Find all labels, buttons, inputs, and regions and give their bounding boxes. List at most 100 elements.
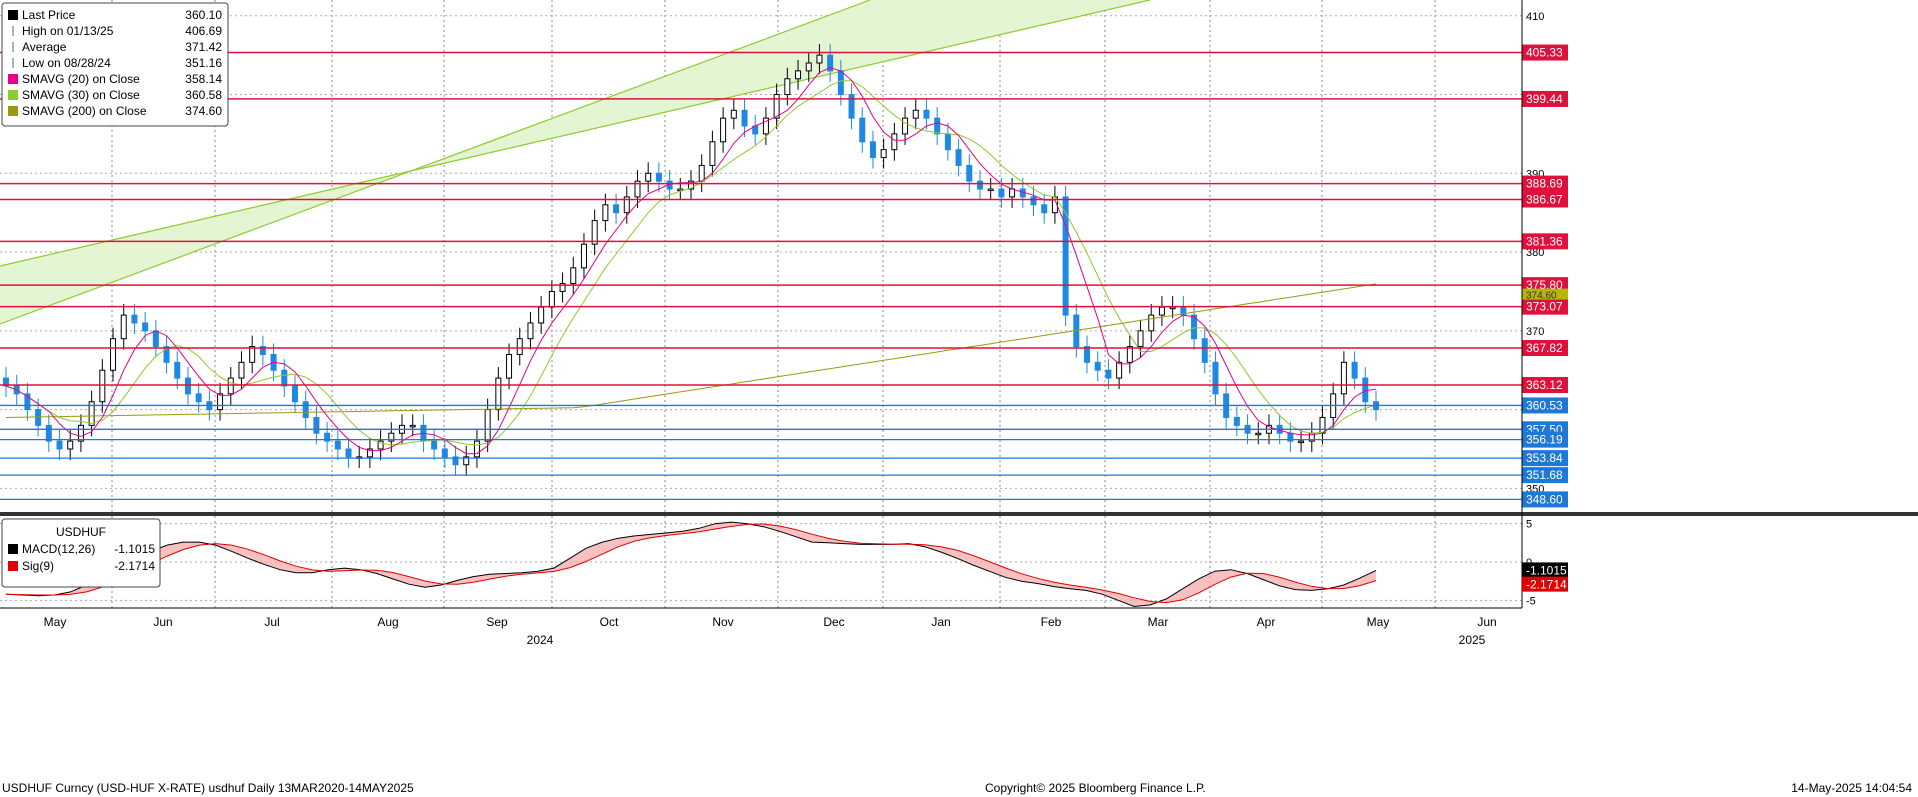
x-year-label: 2025 bbox=[1459, 633, 1486, 647]
candle-body bbox=[313, 416, 320, 434]
x-month-label: Jul bbox=[264, 615, 279, 629]
candle-body bbox=[570, 267, 577, 285]
legend-value: 371.42 bbox=[185, 40, 222, 54]
candle-body bbox=[302, 401, 309, 418]
legend-label: SMAVG (30) on Close bbox=[22, 88, 140, 102]
candle-body bbox=[249, 346, 256, 363]
candle-body bbox=[1084, 346, 1091, 363]
candle-body bbox=[859, 117, 866, 143]
candle-body bbox=[377, 440, 384, 450]
candle-body bbox=[527, 322, 534, 340]
candle-body bbox=[1212, 361, 1219, 395]
candle-body bbox=[259, 346, 266, 355]
macd-legend-swatch bbox=[8, 561, 18, 571]
candle-body bbox=[580, 243, 587, 269]
channel-lower-line bbox=[0, 0, 871, 325]
candle-body bbox=[827, 54, 834, 72]
y-tick-label: 410 bbox=[1526, 11, 1544, 23]
candle-body bbox=[891, 133, 898, 151]
candle-body bbox=[730, 109, 737, 119]
candle-body bbox=[805, 62, 812, 72]
candle-body bbox=[506, 353, 513, 379]
macd-value-tag-label: -1.1015 bbox=[1526, 563, 1567, 577]
legend-value: 358.14 bbox=[185, 72, 222, 86]
x-month-label: Dec bbox=[823, 615, 844, 629]
candle-body bbox=[110, 338, 117, 371]
support-tag-bg bbox=[1522, 467, 1568, 484]
candle-body bbox=[1158, 306, 1165, 316]
candle-body bbox=[388, 432, 395, 442]
x-month-label: May bbox=[1367, 615, 1390, 629]
macd-y-tick-label: 5 bbox=[1526, 519, 1532, 531]
x-month-label: Oct bbox=[600, 615, 619, 629]
candle-body bbox=[45, 424, 52, 442]
candle-body bbox=[645, 172, 652, 182]
candle-body bbox=[623, 196, 630, 214]
candle-body bbox=[784, 78, 791, 96]
candle-body bbox=[473, 440, 480, 458]
candle-body bbox=[120, 314, 127, 340]
candle-body bbox=[602, 204, 609, 222]
legend-value: 351.16 bbox=[185, 56, 222, 70]
candle-body bbox=[281, 369, 288, 387]
candle-body bbox=[1009, 188, 1016, 198]
candle-body bbox=[324, 432, 331, 442]
candle-body bbox=[559, 283, 566, 292]
candle-body bbox=[291, 385, 298, 403]
candle-body bbox=[698, 164, 705, 182]
macd-value-tag-bg bbox=[1522, 562, 1568, 578]
candle-body bbox=[495, 377, 502, 411]
candle-body bbox=[591, 220, 598, 245]
x-month-label: Apr bbox=[1257, 615, 1276, 629]
candle-body bbox=[441, 448, 448, 458]
candle-body bbox=[1041, 204, 1048, 214]
candle-body bbox=[366, 448, 373, 458]
candle-body bbox=[934, 117, 941, 135]
candle-body bbox=[152, 330, 159, 348]
candle-body bbox=[88, 401, 95, 426]
resistance-tag-label: 386.67 bbox=[1526, 193, 1563, 207]
candle-body bbox=[142, 322, 149, 332]
support-tag-label: 348.60 bbox=[1526, 492, 1563, 506]
x-month-label: May bbox=[44, 615, 67, 629]
candle-body bbox=[56, 440, 63, 450]
footer-instrument-info: USDHUF Curncy (USD-HUF X-RATE) usdhuf Da… bbox=[2, 781, 414, 795]
sma200-tag-label: 374.60 bbox=[1526, 291, 1557, 302]
resistance-tag-label: 373.07 bbox=[1526, 300, 1563, 314]
candle-body bbox=[923, 109, 930, 119]
macd-value-tag-label: -2.1714 bbox=[1526, 578, 1567, 592]
candle-body bbox=[334, 440, 341, 450]
macd-y-tick-label: -5 bbox=[1526, 595, 1536, 607]
candle-body bbox=[1116, 361, 1123, 379]
candle-body bbox=[998, 188, 1005, 198]
legend-label: Low on 08/28/24 bbox=[22, 56, 111, 70]
macd-legend-title: USDHUF bbox=[56, 525, 106, 539]
legend-label: Last Price bbox=[22, 8, 76, 22]
resistance-tag-bg bbox=[1522, 175, 1568, 192]
legend-value: 406.69 bbox=[185, 24, 222, 38]
macd-divergence-fill bbox=[6, 522, 1376, 607]
candle-body bbox=[837, 70, 844, 96]
candle-body bbox=[1191, 314, 1198, 340]
macd-legend-label: MACD(12,26) bbox=[22, 542, 95, 556]
candle-body bbox=[634, 180, 641, 198]
support-tag-label: 351.68 bbox=[1526, 468, 1563, 482]
support-tag-label: 360.53 bbox=[1526, 398, 1563, 412]
candle-body bbox=[1126, 346, 1133, 363]
x-month-label: Nov bbox=[712, 615, 733, 629]
resistance-tag-bg bbox=[1522, 377, 1568, 394]
candle-body bbox=[484, 409, 491, 442]
resistance-tag-label: 367.82 bbox=[1526, 341, 1563, 355]
x-month-label: Aug bbox=[377, 615, 398, 629]
support-tag-bg bbox=[1522, 450, 1568, 467]
resistance-tag-label: 363.12 bbox=[1526, 378, 1563, 392]
macd-legend-swatch bbox=[8, 544, 18, 554]
x-month-label: Jun bbox=[153, 615, 172, 629]
resistance-tag-bg bbox=[1522, 233, 1568, 250]
candle-body bbox=[944, 133, 951, 151]
candle-body bbox=[409, 424, 416, 428]
candle-body bbox=[1094, 361, 1101, 371]
candle-body bbox=[431, 440, 438, 450]
candle-body bbox=[1362, 377, 1369, 403]
